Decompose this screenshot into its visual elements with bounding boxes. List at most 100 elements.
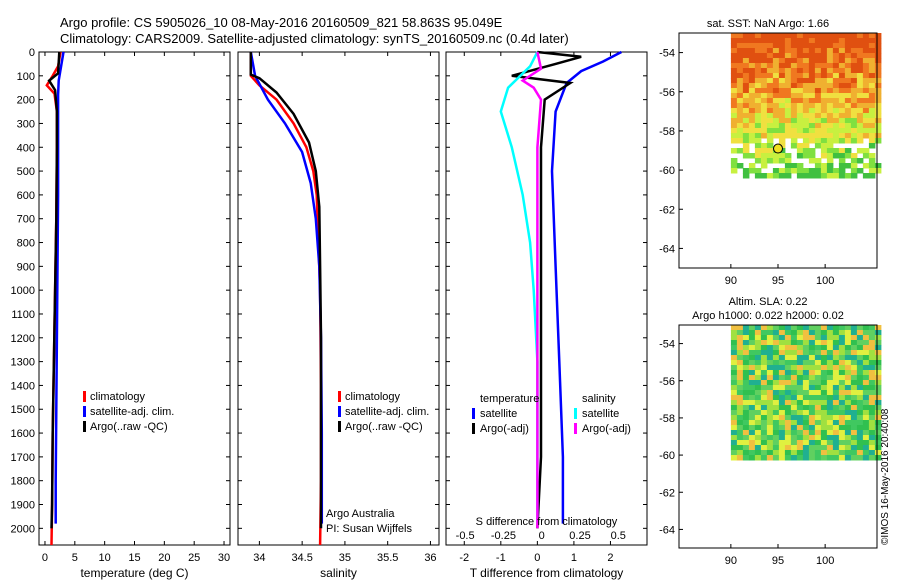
map-cell xyxy=(772,330,780,336)
x-tick-label: 30 xyxy=(218,552,230,564)
map-cell xyxy=(748,168,756,174)
map-cell xyxy=(778,385,786,391)
map-cell xyxy=(844,400,852,406)
map-cell xyxy=(820,395,828,401)
map-cell xyxy=(838,430,846,436)
map-cell xyxy=(760,330,768,336)
map-cell xyxy=(874,138,882,144)
map-cell xyxy=(748,345,756,351)
map-cell xyxy=(820,63,828,69)
map-cell xyxy=(856,98,864,104)
map-cell xyxy=(754,370,762,376)
map-cell xyxy=(802,68,810,74)
map-cell xyxy=(790,33,798,39)
map-cell xyxy=(862,340,870,346)
map-cell xyxy=(868,63,876,69)
map-cell xyxy=(766,350,774,356)
map-cell xyxy=(742,360,750,366)
map-cell xyxy=(832,370,840,376)
map-cell xyxy=(856,395,864,401)
map-cell xyxy=(808,73,816,79)
map-cell xyxy=(808,420,816,426)
map-cell xyxy=(868,455,876,461)
salinity-panel: 34 34.5 35 35.5 36 salinity climatology satelli… xyxy=(237,51,440,580)
legend-label: Argo(-adj) xyxy=(480,423,529,435)
map-cell xyxy=(742,93,750,99)
map-cell xyxy=(802,98,810,104)
map-cell xyxy=(868,350,876,356)
map-cell xyxy=(784,88,792,94)
map-cell xyxy=(832,68,840,74)
map-cell xyxy=(868,430,876,436)
map-cell xyxy=(874,123,882,129)
map-cell xyxy=(730,330,738,336)
map-cell xyxy=(742,153,750,159)
map-cell xyxy=(796,340,804,346)
argo-float-marker xyxy=(773,143,783,154)
map-cell xyxy=(862,128,870,134)
map-cell xyxy=(766,88,774,94)
map-cell xyxy=(874,58,882,64)
map-cell xyxy=(784,103,792,109)
map-cell xyxy=(850,425,858,431)
map-cell xyxy=(862,53,870,59)
map-cell xyxy=(850,98,858,104)
map-cell xyxy=(814,168,822,174)
map-cell xyxy=(844,103,852,109)
map-cell xyxy=(760,103,768,109)
map-cell xyxy=(742,450,750,456)
map-cell xyxy=(742,330,750,336)
map-cell xyxy=(748,63,756,69)
y-tick-label: 1900 xyxy=(11,500,35,512)
map-cell xyxy=(808,48,816,54)
map-y-tick-label: -60 xyxy=(659,165,675,177)
map-cell xyxy=(754,395,762,401)
map-cell xyxy=(766,380,774,386)
map-cell xyxy=(844,153,852,159)
map-cell xyxy=(778,345,786,351)
map-cell xyxy=(868,450,876,456)
map-cell xyxy=(742,385,750,391)
map-cell xyxy=(874,48,882,54)
map-cell xyxy=(790,88,798,94)
legend-swatch xyxy=(574,408,577,419)
map-cell xyxy=(808,450,816,456)
map-cell xyxy=(826,390,834,396)
map-cell xyxy=(790,410,798,416)
map-cell xyxy=(766,360,774,366)
map-cell xyxy=(826,375,834,381)
map-cell xyxy=(850,118,858,124)
map-cell xyxy=(868,163,876,169)
map-cell xyxy=(862,118,870,124)
map-cell xyxy=(760,370,768,376)
map-cell xyxy=(844,38,852,44)
map-cell xyxy=(748,425,756,431)
map-cell xyxy=(760,58,768,64)
map-cell xyxy=(748,163,756,169)
map-cell xyxy=(736,345,744,351)
map-cell xyxy=(760,350,768,356)
map-cell xyxy=(772,425,780,431)
map-cell xyxy=(820,360,828,366)
map-cell xyxy=(736,48,744,54)
map-cell xyxy=(820,173,828,179)
s-tick-label: 0.25 xyxy=(569,530,590,542)
y-tick-label: 1100 xyxy=(11,309,35,321)
map-cell xyxy=(736,108,744,114)
map-cell xyxy=(856,385,864,391)
map-cell xyxy=(826,455,834,461)
map-cell xyxy=(814,118,822,124)
map-cell xyxy=(760,108,768,114)
plot-frame xyxy=(237,51,440,546)
map-cell xyxy=(868,335,876,341)
map-cell xyxy=(796,98,804,104)
map-cell xyxy=(862,445,870,451)
map-cell xyxy=(736,360,744,366)
map-cell xyxy=(832,113,840,119)
map-cell xyxy=(784,38,792,44)
map-cell xyxy=(820,113,828,119)
map-cell xyxy=(760,455,768,461)
map-cell xyxy=(784,93,792,99)
map-cell xyxy=(838,400,846,406)
map-cell xyxy=(760,33,768,39)
